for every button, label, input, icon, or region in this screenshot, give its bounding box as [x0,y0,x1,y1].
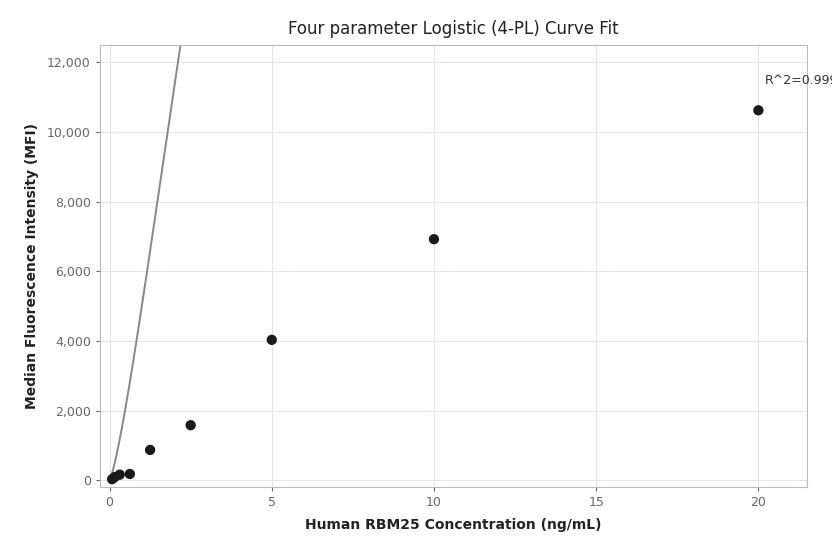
Point [752,106,765,115]
Point [184,421,197,430]
Point [113,470,126,479]
Title: Four parameter Logistic (4-PL) Curve Fit: Four parameter Logistic (4-PL) Curve Fit [288,20,619,38]
Point [428,235,441,244]
Point [143,445,156,454]
X-axis label: Human RBM25 Concentration (ng/mL): Human RBM25 Concentration (ng/mL) [305,517,602,531]
Point [108,473,121,482]
Y-axis label: Median Fluorescence Intensity (MFI): Median Fluorescence Intensity (MFI) [25,123,38,409]
Point [106,475,119,484]
Point [265,335,279,344]
Point [123,469,136,478]
Text: R^2=0.999: R^2=0.999 [765,73,832,87]
